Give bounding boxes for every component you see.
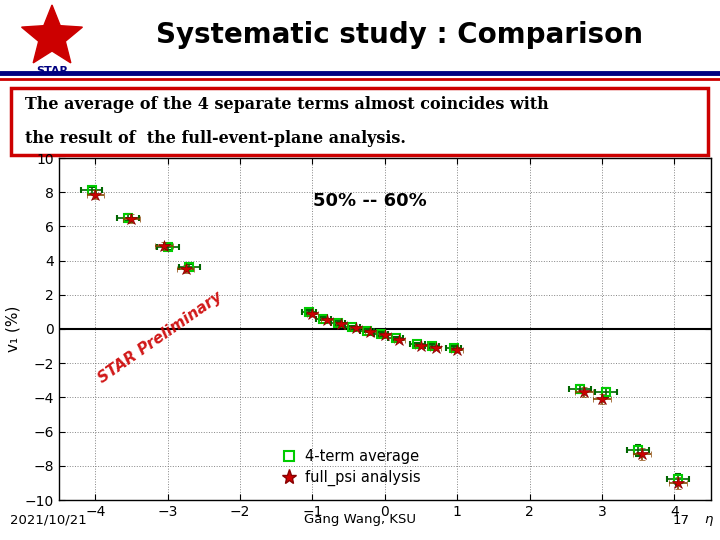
Text: The average of the 4 separate terms almost coincides with: The average of the 4 separate terms almo… xyxy=(24,96,549,113)
Text: Systematic study : Comparison: Systematic study : Comparison xyxy=(156,21,644,49)
Text: STAR Preliminary: STAR Preliminary xyxy=(96,289,225,386)
Text: 17: 17 xyxy=(673,514,690,526)
Text: Gang Wang, KSU: Gang Wang, KSU xyxy=(304,514,416,526)
Y-axis label: v₁ (%): v₁ (%) xyxy=(6,306,21,352)
Text: η: η xyxy=(704,514,712,526)
Legend: 4-term average, full_psi analysis: 4-term average, full_psi analysis xyxy=(282,449,420,486)
Text: 2021/10/21: 2021/10/21 xyxy=(10,514,86,526)
Text: 50% -- 60%: 50% -- 60% xyxy=(313,192,427,210)
Text: STAR: STAR xyxy=(36,66,68,76)
FancyBboxPatch shape xyxy=(11,88,708,155)
Polygon shape xyxy=(22,5,82,63)
Text: the result of  the full-event-plane analysis.: the result of the full-event-plane analy… xyxy=(24,130,405,147)
